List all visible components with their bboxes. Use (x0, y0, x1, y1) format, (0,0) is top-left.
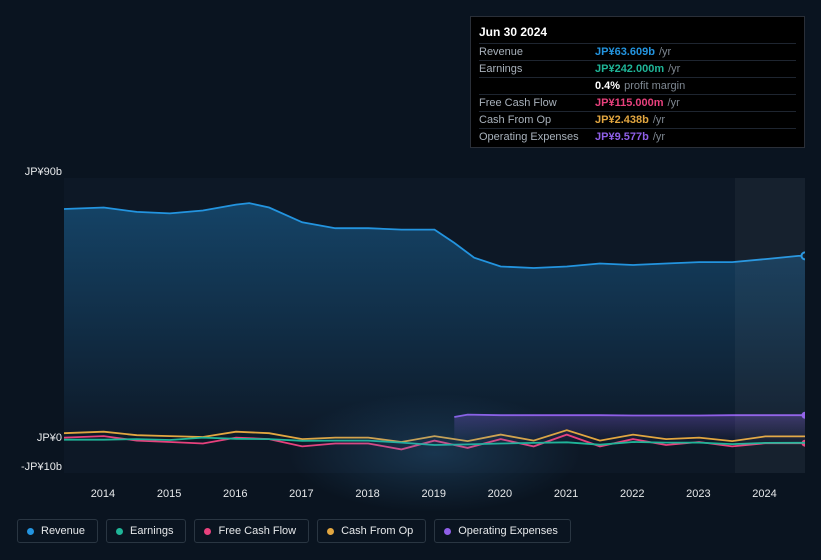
legend: Revenue Earnings Free Cash Flow Cash From O… (17, 519, 571, 543)
y-axis-label: JP¥0 (37, 432, 62, 444)
tooltip-row-unit: /yr (668, 63, 680, 75)
legend-label: Free Cash Flow (218, 525, 296, 537)
tooltip-row: 0.4% profit margin (479, 77, 796, 94)
tooltip-row-value: JP¥9.577b (595, 131, 649, 143)
x-axis-label: 2023 (686, 488, 710, 500)
y-axis-label: JP¥90b (25, 166, 62, 178)
x-axis-label: 2019 (422, 488, 446, 500)
tooltip-row-label: Operating Expenses (479, 131, 595, 143)
legend-label: Revenue (41, 525, 85, 537)
tooltip-row: Cash From OpJP¥2.438b/yr (479, 111, 796, 128)
x-axis-label: 2015 (157, 488, 181, 500)
tooltip-row-value: JP¥115.000m (595, 97, 664, 109)
legend-dot (204, 528, 211, 535)
x-axis-label: 2017 (289, 488, 313, 500)
legend-dot (327, 528, 334, 535)
legend-item-cash-from-op[interactable]: Cash From Op (317, 519, 426, 543)
tooltip-row-label: Free Cash Flow (479, 97, 595, 109)
legend-label: Operating Expenses (458, 525, 558, 537)
x-axis-label: 2020 (488, 488, 512, 500)
tooltip-row: EarningsJP¥242.000m/yr (479, 60, 796, 77)
tooltip-row-unit: /yr (668, 97, 680, 109)
legend-item-revenue[interactable]: Revenue (17, 519, 98, 543)
legend-dot (27, 528, 34, 535)
y-axis-label: -JP¥10b (21, 461, 62, 473)
data-tooltip: Jun 30 2024 RevenueJP¥63.609b/yrEarnings… (470, 16, 805, 148)
tooltip-row: Operating ExpensesJP¥9.577b/yr (479, 128, 796, 145)
tooltip-row-unit: /yr (659, 46, 671, 58)
legend-item-earnings[interactable]: Earnings (106, 519, 186, 543)
tooltip-row-label: Revenue (479, 46, 595, 58)
chart-plot-area[interactable] (64, 178, 805, 473)
legend-item-free-cash-flow[interactable]: Free Cash Flow (194, 519, 309, 543)
tooltip-row: RevenueJP¥63.609b/yr (479, 43, 796, 60)
legend-label: Cash From Op (341, 525, 413, 537)
tooltip-row: Free Cash FlowJP¥115.000m/yr (479, 94, 796, 111)
tooltip-row-value: JP¥2.438b (595, 114, 649, 126)
tooltip-row-label: Cash From Op (479, 114, 595, 126)
legend-label: Earnings (130, 525, 173, 537)
x-axis-label: 2024 (752, 488, 776, 500)
tooltip-row-unit: /yr (653, 131, 665, 143)
x-axis-label: 2022 (620, 488, 644, 500)
x-axis-label: 2021 (554, 488, 578, 500)
tooltip-row-value: JP¥63.609b (595, 46, 655, 58)
tooltip-row-unit: /yr (653, 114, 665, 126)
tooltip-row-label: Earnings (479, 63, 595, 75)
tooltip-row-value: 0.4% (595, 80, 620, 92)
x-axis-label: 2016 (223, 488, 247, 500)
tooltip-row-value: JP¥242.000m (595, 63, 664, 75)
tooltip-row-unit: profit margin (624, 80, 685, 92)
legend-dot (116, 528, 123, 535)
x-axis-label: 2018 (355, 488, 379, 500)
legend-item-operating-expenses[interactable]: Operating Expenses (434, 519, 571, 543)
x-axis-label: 2014 (91, 488, 115, 500)
tooltip-date: Jun 30 2024 (479, 23, 796, 43)
legend-dot (444, 528, 451, 535)
forecast-region (735, 178, 805, 473)
